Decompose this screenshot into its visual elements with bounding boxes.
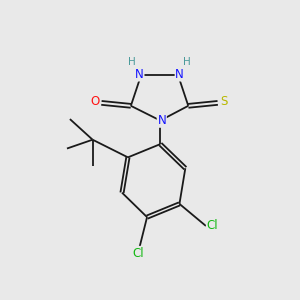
Text: N: N [158, 114, 166, 127]
Text: Cl: Cl [207, 220, 218, 232]
Text: N: N [135, 68, 144, 81]
Text: H: H [183, 57, 191, 67]
Text: N: N [176, 68, 184, 81]
Text: Cl: Cl [132, 247, 144, 260]
Text: O: O [90, 95, 100, 108]
Text: S: S [220, 95, 228, 108]
Text: H: H [128, 57, 136, 67]
